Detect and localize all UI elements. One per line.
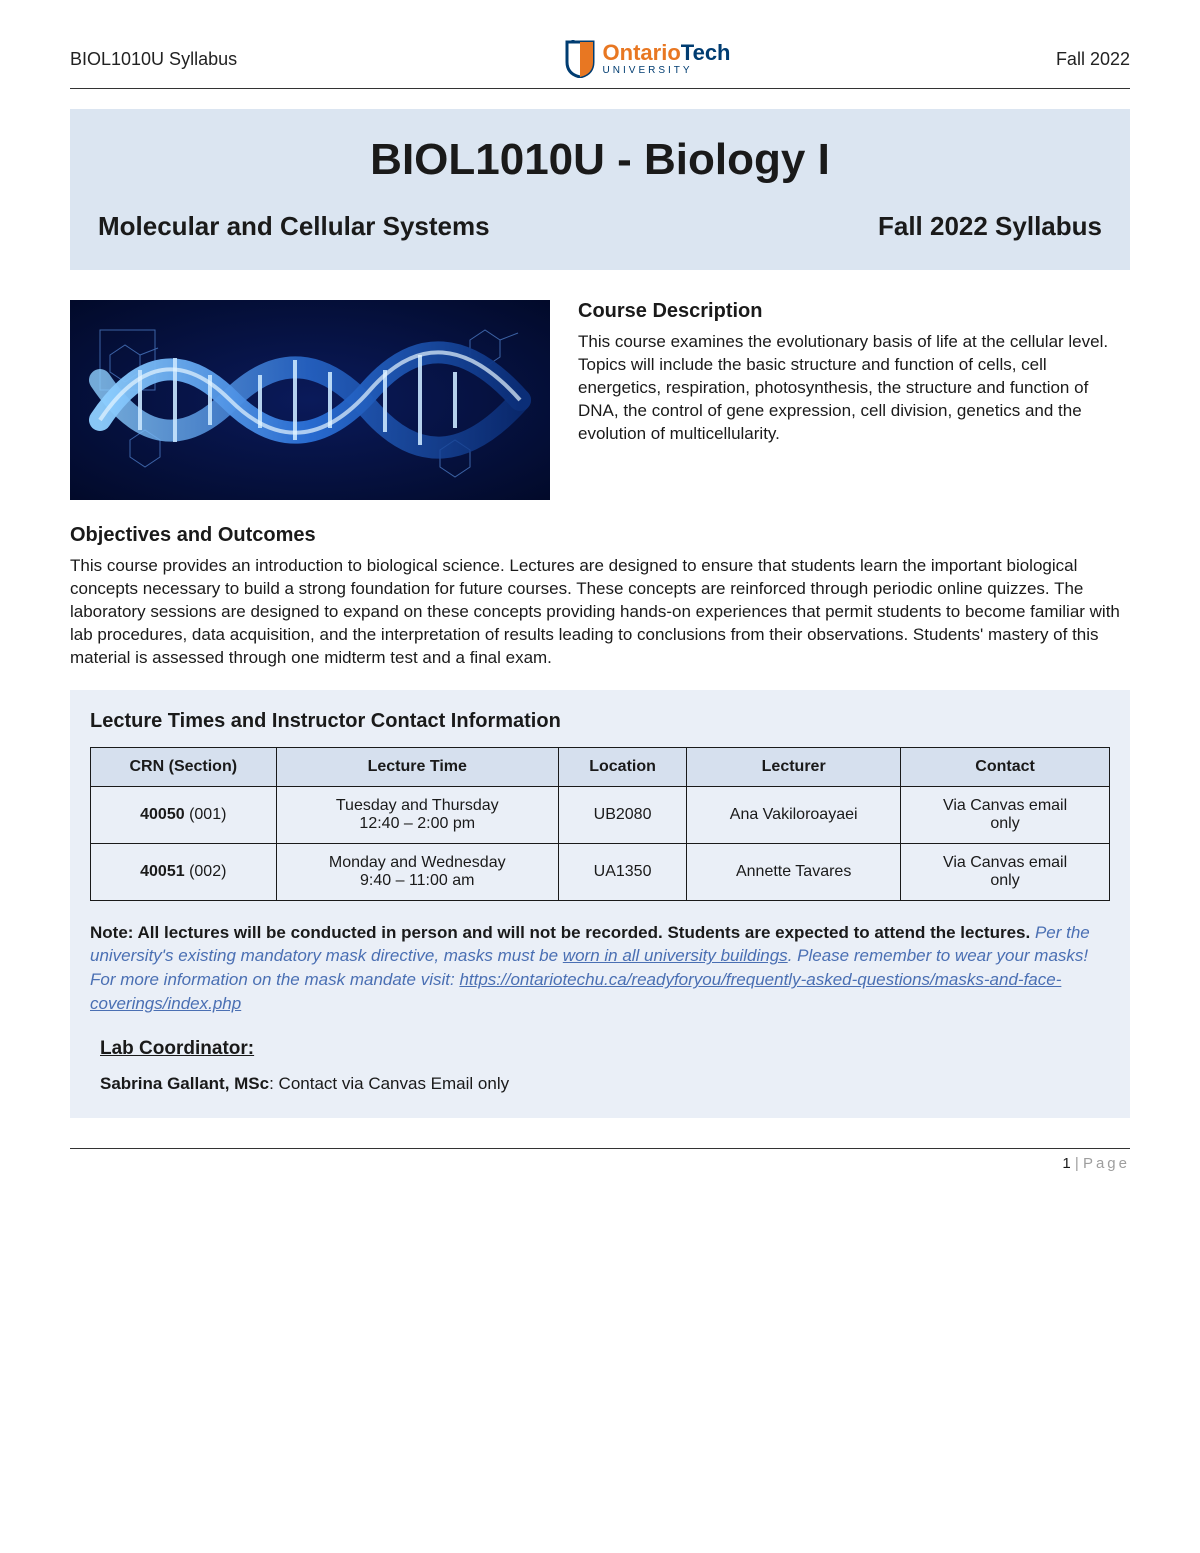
col-time: Lecture Time [276, 747, 558, 786]
course-description-text: This course examines the evolutionary ba… [578, 331, 1130, 446]
university-logo: OntarioTech UNIVERSITY [563, 40, 731, 78]
objectives-text: This course provides an introduction to … [70, 555, 1130, 670]
page-footer: 1 | Page [70, 1148, 1130, 1172]
page-header: BIOL1010U Syllabus OntarioTech UNIVERSIT… [70, 40, 1130, 78]
course-title: BIOL1010U - Biology I [98, 135, 1102, 185]
objectives-heading: Objectives and Outcomes [70, 524, 1130, 547]
header-right: Fall 2022 [1056, 49, 1130, 70]
col-location: Location [558, 747, 686, 786]
lecture-info-heading: Lecture Times and Instructor Contact Inf… [90, 710, 1110, 733]
logo-wordmark: OntarioTech [603, 42, 731, 64]
header-divider [70, 88, 1130, 89]
dna-image [70, 300, 550, 500]
col-crn: CRN (Section) [91, 747, 277, 786]
lab-coordinator-line: Sabrina Gallant, MSc: Contact via Canvas… [100, 1074, 1110, 1094]
lecture-table: CRN (Section) Lecture Time Location Lect… [90, 747, 1110, 901]
lecture-note: Note: All lectures will be conducted in … [90, 921, 1110, 1016]
lecture-info-block: Lecture Times and Instructor Contact Inf… [70, 690, 1130, 1118]
syllabus-term: Fall 2022 Syllabus [878, 211, 1102, 242]
shield-icon [563, 40, 597, 78]
table-row: 40051 (002) Monday and Wednesday9:40 – 1… [91, 843, 1110, 900]
col-lecturer: Lecturer [687, 747, 901, 786]
lab-coordinator-heading: Lab Coordinator: [100, 1038, 1110, 1060]
header-left: BIOL1010U Syllabus [70, 49, 237, 70]
mask-directive-link[interactable]: worn in all university buildings [563, 946, 788, 965]
course-description-heading: Course Description [578, 300, 1130, 323]
footer-divider [70, 1148, 1130, 1149]
col-contact: Contact [901, 747, 1110, 786]
title-block: BIOL1010U - Biology I Molecular and Cell… [70, 109, 1130, 270]
logo-subtext: UNIVERSITY [603, 66, 731, 76]
table-row: 40050 (001) Tuesday and Thursday12:40 – … [91, 786, 1110, 843]
course-subtitle: Molecular and Cellular Systems [98, 211, 490, 242]
